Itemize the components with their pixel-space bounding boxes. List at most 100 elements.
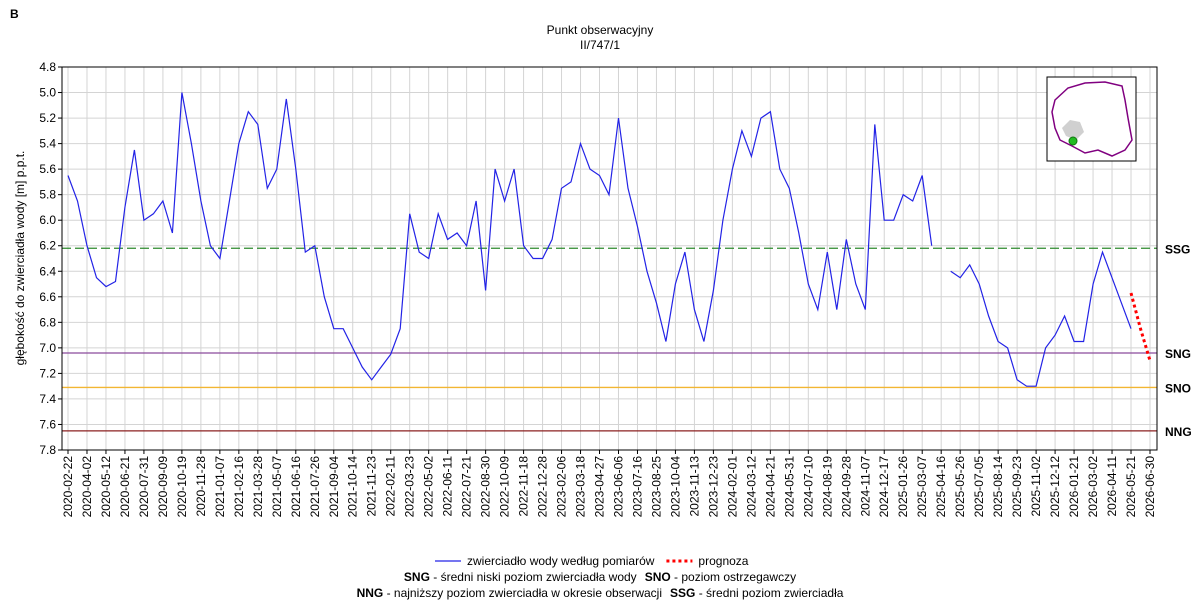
x-tick-label: 2024-04-21	[763, 456, 777, 518]
x-tick-label: 2022-05-02	[422, 456, 436, 518]
x-tick-label: 2026-03-02	[1086, 456, 1100, 518]
x-tick-label: 2024-03-12	[744, 456, 758, 518]
x-tick-label: 2021-02-16	[232, 456, 246, 518]
x-tick-label: 2020-04-02	[80, 456, 94, 518]
y-tick-label: 6.8	[39, 315, 56, 329]
x-tick-label: 2025-03-07	[915, 456, 929, 518]
reference-label: SSG	[1165, 242, 1190, 256]
reference-label: SNG	[1165, 347, 1191, 361]
x-tick-label: 2022-11-18	[517, 456, 531, 517]
x-tick-label: 2022-10-09	[498, 456, 512, 518]
x-tick-label: 2022-07-21	[460, 456, 474, 518]
x-tick-label: 2025-04-16	[934, 456, 948, 518]
x-tick-label: 2023-11-13	[687, 456, 701, 517]
note-text: - poziom ostrzegawczy	[671, 570, 796, 584]
legend-note: SNG - średni niski poziom zwierciadła wo…	[404, 570, 796, 584]
legend: zwierciadło wody według pomiarów prognoza	[435, 554, 749, 568]
y-tick-label: 5.0	[39, 86, 56, 100]
x-tick-label: 2023-06-06	[611, 456, 625, 518]
note-abbr: SNO	[645, 570, 671, 584]
note-abbr: NNG	[357, 586, 384, 600]
y-tick-label: 4.8	[39, 60, 56, 74]
plot-border	[61, 66, 1158, 451]
y-tick-label: 6.2	[39, 239, 56, 253]
x-tick-label: 2020-09-09	[156, 456, 170, 518]
x-tick-label: 2020-07-31	[137, 456, 151, 518]
x-tick-label: 2022-03-23	[403, 456, 417, 518]
y-tick-label: 6.6	[39, 290, 56, 304]
x-tick-label: 2020-11-28	[194, 456, 208, 517]
y-tick-label: 5.2	[39, 111, 56, 125]
x-tick-label: 2021-10-14	[346, 456, 360, 518]
x-tick-label: 2021-01-07	[213, 456, 227, 518]
x-tick-label: 2020-02-22	[61, 456, 75, 518]
x-tick-label: 2025-01-26	[896, 456, 910, 518]
legend-label: prognoza	[698, 554, 748, 568]
x-tick-label: 2023-04-27	[593, 456, 607, 518]
x-tick-label: 2025-07-05	[972, 456, 986, 518]
x-tick-label: 2024-02-01	[725, 456, 739, 518]
x-tick-label: 2021-07-26	[308, 456, 322, 518]
y-tick-label: 5.6	[39, 162, 56, 176]
chart-title: Punkt obserwacyjny	[547, 23, 654, 37]
y-tick-label: 6.0	[39, 213, 56, 227]
x-tick-label: 2021-03-28	[251, 456, 265, 518]
reference-label: NNG	[1165, 425, 1192, 439]
x-tick-label: 2024-05-31	[782, 456, 796, 518]
x-tick-label: 2023-10-04	[668, 456, 682, 518]
data-line	[950, 250, 1132, 387]
y-tick-label: 7.0	[39, 341, 56, 355]
inset-map	[1046, 76, 1137, 162]
x-tick-label: 2025-08-14	[991, 456, 1005, 518]
x-tick-label: 2022-12-28	[536, 456, 550, 518]
x-tick-label: 2025-11-02	[1029, 456, 1043, 517]
y-tick-label: 7.6	[39, 417, 56, 431]
note-abbr: SNG	[404, 570, 430, 584]
y-tick-label: 6.4	[39, 264, 56, 278]
x-tick-label: 2021-05-07	[270, 456, 284, 518]
note-text: - średni niski poziom zwierciadła wody	[430, 570, 637, 584]
x-tick-label: 2022-02-11	[384, 456, 398, 517]
x-tick-label: 2023-08-25	[649, 456, 663, 518]
panel-label: B	[10, 7, 19, 21]
y-tick-label: 5.4	[39, 137, 56, 151]
x-tick-label: 2020-06-21	[118, 456, 132, 518]
x-tick-label: 2021-11-23	[365, 456, 379, 517]
x-tick-label: 2024-09-28	[839, 456, 853, 518]
x-tick-label: 2024-08-19	[820, 456, 834, 518]
y-tick-label: 7.2	[39, 366, 56, 380]
chart-subtitle: II/747/1	[580, 38, 620, 52]
note-abbr: SSG	[670, 586, 695, 600]
x-tick-label: 2023-02-06	[555, 456, 569, 518]
x-tick-label: 2025-05-26	[953, 456, 967, 518]
x-tick-label: 2021-09-04	[327, 456, 341, 518]
x-tick-label: 2026-06-30	[1143, 456, 1157, 518]
y-tick-label: 7.8	[39, 443, 56, 457]
x-tick-label: 2024-12-17	[877, 456, 891, 518]
plot-area	[62, 67, 1157, 450]
legend-note: NNG - najniższy poziom zwierciadła w okr…	[357, 586, 844, 600]
x-tick-label: 2025-09-23	[1010, 456, 1024, 518]
y-axis-label: głębokość do zwierciadła wody [m] p.p.t.	[13, 151, 27, 366]
reference-label: SNO	[1165, 381, 1191, 395]
x-tick-label: 2022-08-30	[479, 456, 493, 518]
y-tick-label: 5.8	[39, 188, 56, 202]
x-tick-label: 2021-06-16	[289, 456, 303, 518]
data-line	[67, 92, 933, 381]
x-tick-label: 2026-04-11	[1105, 456, 1119, 517]
note-text: - średni poziom zwierciadła	[695, 586, 843, 600]
x-tick-label: 2026-05-21	[1124, 456, 1138, 518]
data-line	[1129, 292, 1152, 362]
note-text: - najniższy poziom zwierciadła w okresie…	[383, 586, 662, 600]
x-tick-label: 2026-01-21	[1067, 456, 1081, 518]
x-tick-label: 2024-07-10	[801, 456, 815, 518]
x-tick-label: 2023-12-23	[706, 456, 720, 518]
x-tick-label: 2025-12-12	[1048, 456, 1062, 518]
x-tick-label: 2024-11-07	[858, 456, 872, 517]
legend-label: zwierciadło wody według pomiarów	[467, 554, 655, 568]
x-tick-label: 2022-06-11	[441, 456, 455, 517]
x-tick-label: 2023-03-18	[574, 456, 588, 518]
x-tick-label: 2020-10-19	[175, 456, 189, 518]
x-tick-label: 2020-05-12	[99, 456, 113, 518]
